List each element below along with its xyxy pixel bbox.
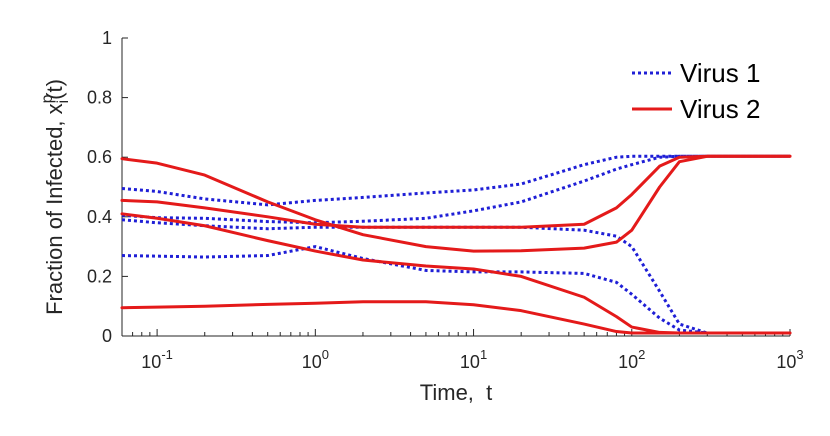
x-tick-label: 101 (460, 347, 487, 372)
virus2-series-line (120, 154, 792, 253)
virus1-series-line (121, 245, 790, 335)
y-tick-label: 0.2 (87, 266, 112, 286)
x-tick-exponent: 1 (480, 347, 487, 362)
legend-label-1: Virus 1 (680, 58, 760, 88)
series-layer (120, 154, 792, 335)
virus1-series-line (121, 154, 790, 225)
x-tick-label: 102 (618, 347, 645, 372)
y-axis-title: Fraction of Infected, xpi(t) (39, 79, 72, 315)
legend-label-2: Virus 2 (680, 94, 760, 124)
virus2-series-line (120, 212, 792, 335)
x-tick-exponent: 3 (796, 347, 803, 362)
x-axis-title: Time, t (420, 380, 493, 405)
y-axis-title-main: Fraction of Infected, x (42, 103, 67, 315)
y-tick-label: 0.4 (87, 207, 112, 227)
x-tick-base: 10 (302, 352, 322, 372)
x-tick-base: 10 (618, 352, 638, 372)
virus2-series-line (120, 300, 792, 335)
x-tick-base: 10 (776, 352, 796, 372)
y-tick-label: 0.6 (87, 147, 112, 167)
x-tick-base: 10 (460, 352, 480, 372)
y-tick-label: 0 (102, 326, 112, 346)
x-tick-label: 10-1 (141, 347, 173, 372)
x-tick-exponent: 0 (322, 347, 329, 362)
virus2-series-line (120, 154, 792, 229)
y-axis-title-tail: (t) (42, 79, 67, 100)
virus1-series-line (121, 154, 790, 207)
y-axis-title-sub: i (55, 100, 72, 104)
legend: Virus 1 Virus 2 (632, 58, 760, 124)
y-tick-label: 0.8 (87, 88, 112, 108)
x-tick-label: 103 (776, 347, 803, 372)
y-tick-label: 1 (102, 28, 112, 48)
y-axis-title-sup: p (39, 94, 56, 103)
x-tick-exponent: -1 (161, 347, 173, 362)
virus1-series-line (121, 218, 790, 335)
x-tick-base: 10 (141, 352, 161, 372)
x-tick-exponent: 2 (638, 347, 645, 362)
x-tick-label: 100 (302, 347, 329, 372)
axis-titles: Time, t Fraction of Infected, xpi(t) (39, 79, 492, 405)
